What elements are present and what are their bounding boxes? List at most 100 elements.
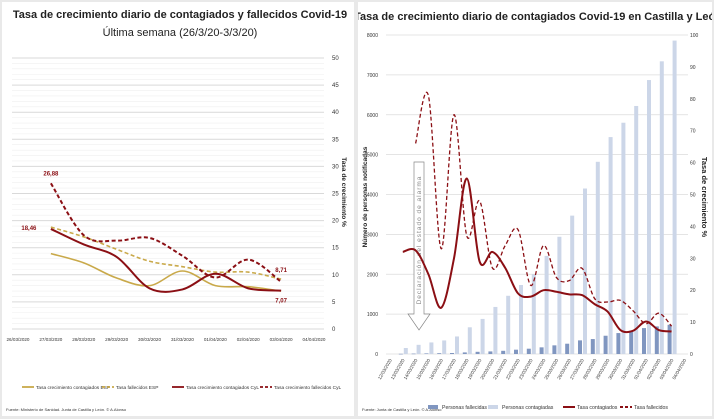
bar-fallecidas (667, 324, 672, 354)
bar-fallecidas (590, 339, 595, 354)
bar-fallecidas (398, 353, 403, 355)
bar-contagiadas (647, 80, 651, 354)
y-tick-label: 4000 (367, 193, 378, 199)
x-tick-label: 30/03/2020 (138, 337, 161, 342)
x-tick-label: 03/04/2020 (270, 337, 293, 342)
bar-contagiadas (672, 40, 677, 355)
right-y2-axis-title: Tasa de crecimiento % (700, 157, 709, 238)
series-line-2 (402, 177, 672, 334)
legend-label: Personas contagiadas (502, 405, 554, 411)
right-y-axis-title: Número de personas notificadas (362, 146, 369, 247)
alarm-arrow-icon (407, 161, 431, 331)
left-chart-title: Tasa de crecimiento diario de contagiado… (13, 9, 347, 21)
left-chart: Tasa de crecimiento diario de contagiado… (6, 9, 347, 412)
y-tick-label: 10 (332, 273, 339, 279)
bar-contagiadas (429, 342, 434, 354)
bar-contagiadas (583, 188, 587, 354)
y2-tick-label: 50 (690, 193, 696, 199)
bar-fallecidas (642, 328, 646, 354)
bar-fallecidas (437, 353, 442, 354)
y2-tick-label: 60 (690, 161, 696, 167)
bar-fallecidas (488, 351, 493, 354)
legend-label: Tasa crecimiento contagiados ESP (36, 385, 110, 391)
x-tick-label: 27/03/2020 (39, 337, 62, 342)
bar-fallecidas (501, 350, 506, 354)
bar-contagiadas (595, 161, 600, 354)
y-tick-label: 5000 (367, 153, 378, 159)
right-chart-panel: Tasa de crecimiento diario de contagiado… (358, 2, 712, 416)
bar-contagiadas (659, 61, 664, 354)
left-chart-panel: Tasa de crecimiento diario de contagiado… (2, 2, 354, 416)
y-tick-label: 1000 (367, 312, 378, 318)
series-line-2 (50, 228, 282, 293)
left-chart-subtitle: Última semana (26/3/20-3/3/20) (103, 26, 258, 39)
data-label: 8,71 (275, 268, 287, 274)
left-y-axis-title: Tasa de crecimiento % (340, 157, 347, 227)
legend-label: Tasa crecimiento fallecidos CyL (274, 385, 342, 391)
y-tick-label: 50 (332, 56, 339, 62)
y-tick-label: 7000 (367, 73, 378, 79)
x-tick-label: 26/03/2020 (7, 337, 30, 342)
y-tick-label: 8000 (367, 33, 378, 39)
data-label: 18,46 (21, 226, 37, 232)
right-chart-title: Tasa de crecimiento diario de contagiado… (358, 11, 712, 23)
bar-contagiadas (455, 336, 459, 354)
bar-contagiadas (506, 295, 511, 354)
y-tick-label: 20 (332, 219, 339, 225)
y2-tick-label: 10 (690, 320, 696, 326)
bar-fallecidas (578, 340, 582, 354)
x-tick-label: 29/03/2020 (105, 337, 128, 342)
bar-fallecidas (462, 352, 467, 354)
legend-label: Tasa crecimiento contagiados CyL (186, 385, 259, 391)
bar-fallecidas (514, 349, 518, 354)
legend-swatch (488, 405, 498, 409)
bar-fallecidas (565, 343, 570, 354)
bar-fallecidas (411, 353, 416, 355)
series-line-3 (414, 91, 673, 327)
right-chart: Tasa de crecimiento diario de contagiado… (358, 11, 712, 412)
y-tick-label: 25 (332, 192, 339, 198)
bar-contagiadas (544, 255, 549, 354)
annotation-text: Declaración del estado de alarma (416, 176, 423, 305)
y-tick-label: 45 (332, 83, 339, 89)
y-tick-label: 0 (332, 327, 336, 333)
bar-fallecidas (475, 351, 480, 354)
y-tick-label: 40 (332, 110, 339, 116)
y2-tick-label: 70 (690, 129, 696, 135)
y-tick-label: 6000 (367, 113, 378, 119)
x-tick-label: 01/04/2020 (204, 337, 227, 342)
bar-contagiadas (493, 306, 498, 354)
x-tick-label: 28/03/2020 (72, 337, 95, 342)
data-label: 7,07 (275, 299, 287, 305)
bar-fallecidas (539, 347, 544, 354)
series-line-3 (50, 182, 282, 283)
bar-fallecidas (629, 330, 634, 354)
legend-label: Tasa contagiados (577, 405, 618, 411)
legend-label: Tasa fallecidos (634, 405, 668, 411)
y2-tick-label: 20 (690, 288, 696, 294)
y2-tick-label: 80 (690, 97, 696, 103)
bar-contagiadas (634, 105, 639, 354)
left-source: Fuente: Ministerio de Sanidad. Junta de … (6, 407, 127, 412)
y-tick-label: 3000 (367, 232, 378, 238)
y2-tick-label: 30 (690, 256, 696, 262)
bar-fallecidas (450, 353, 454, 354)
y2-tick-label: 90 (690, 65, 696, 71)
y2-tick-label: 100 (690, 33, 699, 39)
bar-contagiadas (403, 348, 408, 354)
x-tick-label: 31/03/2020 (171, 337, 194, 342)
bar-contagiadas (519, 285, 523, 354)
y-tick-label: 0 (375, 352, 378, 358)
bar-fallecidas (424, 353, 429, 355)
bar-contagiadas (570, 215, 575, 354)
bar-fallecidas (654, 326, 659, 354)
legend-label: Personas fallecidas (442, 405, 487, 411)
y2-tick-label: 40 (690, 224, 696, 230)
bar-contagiadas (416, 344, 421, 354)
y-tick-label: 5 (332, 300, 336, 306)
legend-label: Tasa fallecidos ESP (116, 385, 158, 391)
x-tick-label: 04/04/2020 (303, 337, 326, 342)
y-tick-label: 15 (332, 246, 339, 252)
bar-contagiadas (621, 122, 626, 354)
bar-fallecidas (616, 333, 621, 354)
